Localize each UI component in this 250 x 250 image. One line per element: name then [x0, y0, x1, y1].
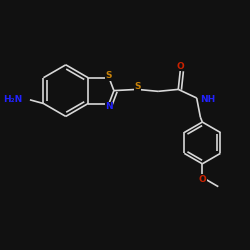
Text: H₂N: H₂N [3, 95, 22, 104]
Text: NH: NH [200, 95, 216, 104]
Text: S: S [134, 82, 140, 91]
Text: O: O [198, 175, 206, 184]
Text: N: N [105, 102, 113, 111]
Text: S: S [106, 71, 112, 80]
Text: O: O [176, 62, 184, 71]
